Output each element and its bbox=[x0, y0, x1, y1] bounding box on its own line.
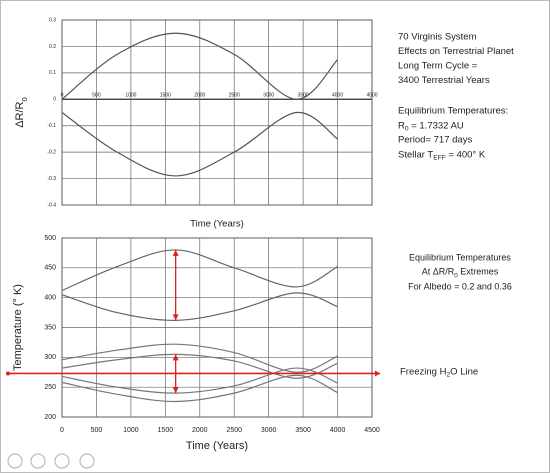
x-tick-label: 1000 bbox=[123, 427, 139, 434]
y-tick-label: 250 bbox=[44, 384, 56, 391]
annotation: 70 Virginis System bbox=[398, 32, 477, 43]
y-tick-label: 0.2 bbox=[49, 44, 56, 50]
y-tick-label: 500 bbox=[44, 235, 56, 242]
arrow-head bbox=[172, 387, 179, 394]
series-line bbox=[61, 292, 338, 321]
annotation: Long Term Cycle = bbox=[398, 61, 478, 72]
x-tick-label: 1000 bbox=[125, 93, 136, 99]
y-axis-title: Temperature (° K) bbox=[12, 284, 24, 371]
toolbar-button[interactable] bbox=[79, 453, 95, 469]
y-tick-label: 0.1 bbox=[49, 70, 56, 76]
x-tick-label: 500 bbox=[92, 93, 101, 99]
annotation: Stellar TEFF = 400° K bbox=[398, 149, 486, 162]
annotation: Equilibrium Temperatures: bbox=[398, 106, 508, 117]
y-tick-label: -0.2 bbox=[47, 149, 56, 155]
x-tick-label: 2000 bbox=[192, 427, 208, 434]
y-tick-label: -0.1 bbox=[47, 123, 56, 129]
y-tick-label: -0.4 bbox=[47, 202, 56, 208]
toolbar bbox=[7, 453, 95, 469]
series-line bbox=[61, 249, 338, 292]
annotation: Effects on Terrestrial Planet bbox=[398, 46, 514, 57]
plot-area bbox=[61, 19, 373, 206]
x-tick-label: 4000 bbox=[332, 93, 343, 99]
series-line bbox=[61, 32, 338, 100]
text-part: 0 bbox=[20, 97, 29, 101]
annotation: At ΔR/R0 Extremes bbox=[422, 267, 499, 280]
x-tick-label: 3000 bbox=[261, 427, 277, 434]
text-part: EFF bbox=[433, 155, 446, 162]
x-tick-label: 4500 bbox=[364, 427, 380, 434]
arrow-head bbox=[172, 314, 179, 321]
y-tick-label: 400 bbox=[44, 295, 56, 302]
arrow-head bbox=[172, 354, 179, 361]
x-tick-label: 2500 bbox=[226, 427, 242, 434]
y-tick-label: 200 bbox=[44, 414, 56, 421]
y-tick-label: 0 bbox=[53, 97, 56, 103]
x-tick-label: 2000 bbox=[194, 93, 205, 99]
x-tick-label: 0 bbox=[61, 93, 64, 99]
series-line bbox=[61, 343, 338, 373]
y-tick-label: 450 bbox=[44, 265, 56, 272]
reference-line-end bbox=[375, 370, 380, 377]
x-tick-label: 0 bbox=[60, 427, 64, 434]
text-part: Extremes bbox=[458, 267, 499, 277]
text-part: ΔR/R bbox=[14, 101, 26, 127]
toolbar-button[interactable] bbox=[30, 453, 46, 469]
y-tick-label: 0.3 bbox=[49, 17, 56, 23]
annotation: 3400 Terrestrial Years bbox=[398, 75, 490, 86]
text-part: 2 bbox=[446, 372, 450, 379]
annotation: For Albedo = 0.2 and 0.36 bbox=[408, 281, 512, 291]
reference-line-label: Freezing H2O Line bbox=[400, 366, 478, 379]
annotation: R0 = 1.7332 AU bbox=[398, 120, 464, 133]
x-tick-label: 2500 bbox=[229, 93, 240, 99]
series-line bbox=[61, 374, 338, 403]
text-part: = 1.7332 AU bbox=[409, 120, 464, 131]
text-part: At ΔR/R bbox=[422, 267, 455, 277]
annotation: Period= 717 days bbox=[398, 135, 472, 146]
toolbar-button[interactable] bbox=[54, 453, 70, 469]
x-tick-label: 3500 bbox=[298, 93, 309, 99]
x-tick-label: 500 bbox=[91, 427, 103, 434]
x-tick-label: 3000 bbox=[263, 93, 274, 99]
text-part: R bbox=[398, 120, 405, 131]
reference-line-end bbox=[6, 371, 10, 376]
x-tick-label: 3500 bbox=[295, 427, 311, 434]
text-part: O Line bbox=[450, 366, 478, 377]
toolbar-button[interactable] bbox=[7, 453, 23, 469]
x-axis-title: Time (Years) bbox=[186, 440, 248, 452]
x-axis-title: Time (Years) bbox=[190, 219, 244, 230]
series-line bbox=[61, 353, 338, 379]
annotation: Equilibrium Temperatures bbox=[409, 252, 511, 262]
x-tick-label: 4000 bbox=[330, 427, 346, 434]
x-tick-label: 1500 bbox=[160, 93, 171, 99]
y-tick-label: -0.3 bbox=[47, 176, 56, 182]
text-part: 0 bbox=[454, 273, 458, 280]
arrow-head bbox=[172, 249, 179, 256]
series-line bbox=[61, 111, 338, 177]
y-tick-label: 300 bbox=[44, 354, 56, 361]
x-tick-label: 1500 bbox=[158, 427, 174, 434]
y-axis-title: ΔR/R0 bbox=[14, 97, 29, 128]
x-tick-label: 4500 bbox=[366, 93, 377, 99]
y-tick-label: 350 bbox=[44, 324, 56, 331]
text-part: 0 bbox=[405, 126, 409, 133]
text-part: Freezing H bbox=[400, 366, 447, 377]
text-part: Stellar T bbox=[398, 149, 433, 160]
text-part: = 400° K bbox=[446, 149, 486, 160]
series-line bbox=[61, 367, 338, 394]
